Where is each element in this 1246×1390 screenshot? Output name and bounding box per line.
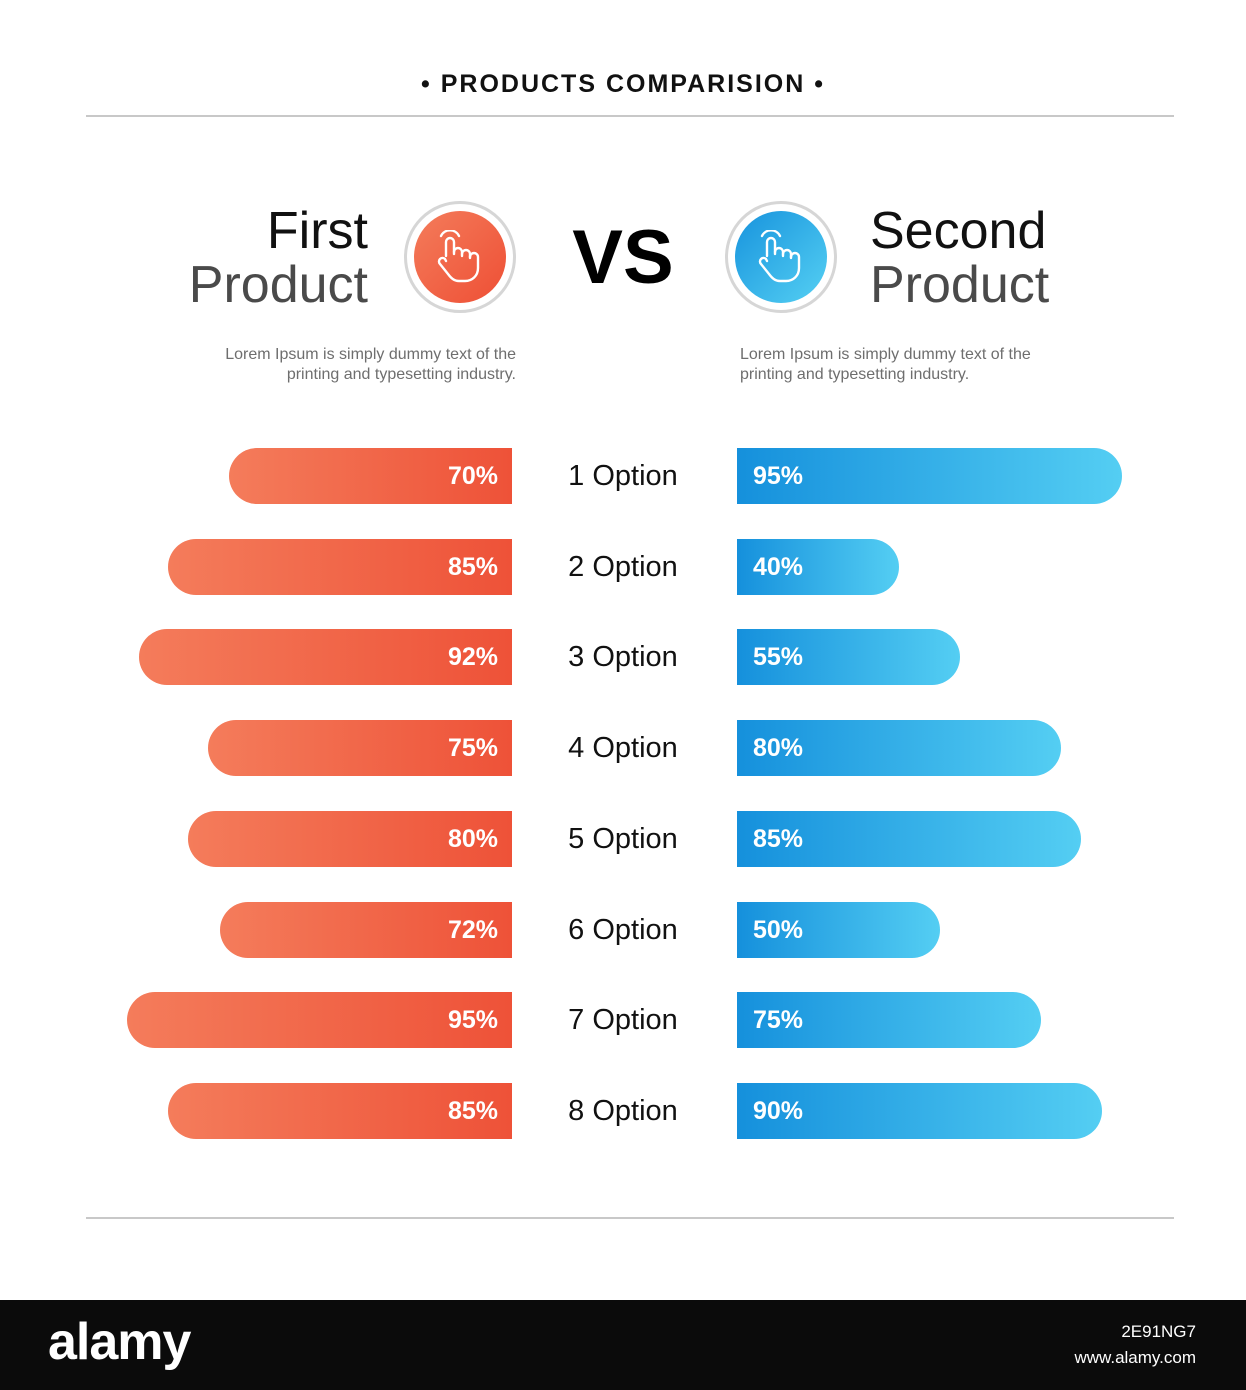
first-product-bar: 92%	[139, 629, 512, 685]
second-product-title: Second Product	[870, 204, 1170, 312]
first-product-bar: 95%	[127, 992, 512, 1048]
second-product-bar: 40%	[737, 539, 899, 595]
first-product-bar: 72%	[220, 902, 512, 958]
option-label: 8 Option	[568, 1095, 678, 1127]
second-product-bar: 75%	[737, 992, 1041, 1048]
hand-pointer-icon	[437, 230, 480, 283]
second-product-bar: 95%	[737, 448, 1122, 504]
footer-url: www.alamy.com	[1074, 1348, 1196, 1367]
page-title: • PRODUCTS COMPARISION •	[421, 70, 825, 98]
first-product-title-line2: Product	[188, 256, 368, 314]
option-label: 3 Option	[568, 641, 678, 673]
second-product-bar-value: 95%	[753, 461, 804, 490]
second-product-bar: 55%	[737, 629, 960, 685]
first-product-bar: 75%	[208, 720, 512, 776]
first-product-bar: 85%	[167, 539, 512, 595]
first-product-bar-value: 92%	[447, 642, 498, 671]
option-label: 2 Option	[568, 551, 678, 583]
second-product-bar-value: 85%	[753, 824, 804, 853]
first-product-bar-value: 85%	[447, 1096, 498, 1125]
first-product-title: First Product	[100, 204, 368, 312]
second-product-bar-value: 50%	[753, 915, 804, 944]
first-product-bar-value: 75%	[447, 733, 498, 762]
first-product-badge	[404, 201, 516, 313]
second-product-bar: 80%	[737, 720, 1061, 776]
footer-logo: alamy	[48, 1313, 191, 1371]
second-product-bar-value: 55%	[753, 642, 804, 671]
watermark-footer	[0, 1300, 1246, 1390]
first-product-bar-value: 70%	[447, 461, 498, 490]
option-label: 4 Option	[568, 732, 678, 764]
first-product-bar: 80%	[188, 811, 512, 867]
option-label: 5 Option	[568, 823, 678, 855]
option-label: 7 Option	[568, 1004, 678, 1036]
second-product-title-line1: Second	[870, 202, 1047, 260]
vs-label: VS	[572, 215, 674, 300]
second-product-description: Lorem Ipsum is simply dummy text of the …	[740, 346, 1031, 383]
second-product-title-line2: Product	[870, 256, 1050, 314]
second-product-bar: 85%	[737, 811, 1082, 867]
first-product-bar-value: 72%	[447, 915, 498, 944]
second-product-bar-value: 40%	[753, 552, 804, 581]
first-product-bar-value: 85%	[447, 552, 498, 581]
option-label: 1 Option	[568, 460, 678, 492]
hand-pointer-icon	[758, 230, 801, 283]
second-product-bar-value: 75%	[753, 1005, 804, 1034]
footer-image-id: 2E91NG7	[1121, 1322, 1196, 1341]
second-product-bar: 50%	[737, 902, 940, 958]
first-product-bar: 85%	[167, 1083, 512, 1139]
second-product-badge	[725, 201, 837, 313]
second-product-bar: 90%	[737, 1083, 1102, 1139]
second-product-badge-circle	[735, 211, 827, 303]
first-product-title-line1: First	[266, 202, 368, 260]
option-label: 6 Option	[568, 914, 678, 946]
first-product-description: Lorem Ipsum is simply dummy text of the …	[225, 346, 516, 383]
second-product-bar-value: 90%	[753, 1096, 804, 1125]
second-product-bar-value: 80%	[753, 733, 804, 762]
bottom-divider	[86, 1217, 1174, 1219]
first-product-bar: 70%	[228, 448, 512, 504]
first-product-bar-value: 95%	[447, 1005, 498, 1034]
first-product-bar-value: 80%	[447, 824, 498, 853]
top-divider	[86, 115, 1174, 117]
first-product-badge-circle	[414, 211, 506, 303]
